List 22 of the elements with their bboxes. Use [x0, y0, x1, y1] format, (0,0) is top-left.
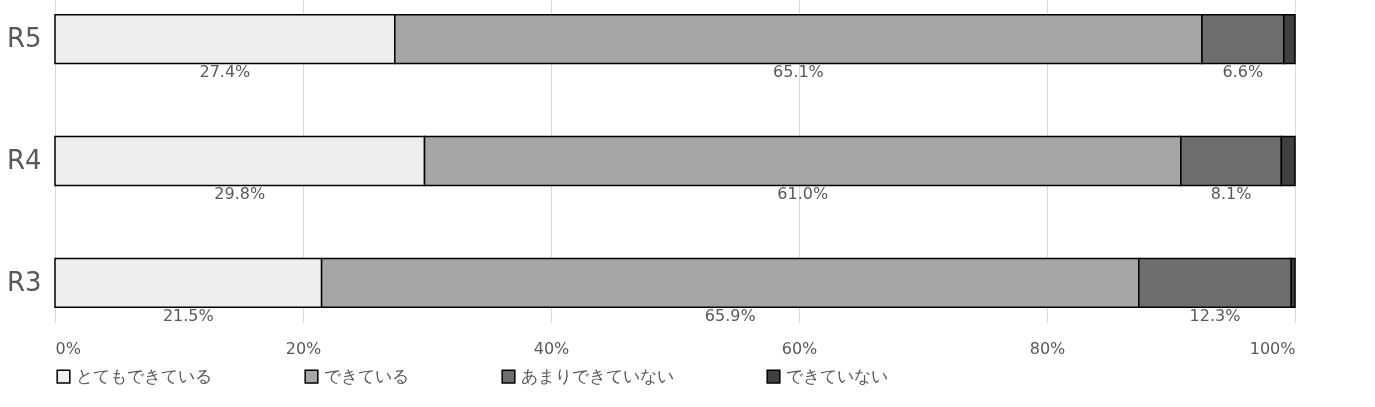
y-tick-label: R3 [6, 266, 42, 297]
x-tick-label: 40% [533, 338, 570, 358]
legend-label: とてもできている [76, 365, 212, 386]
legend-label: あまりできていない [521, 365, 674, 386]
x-tick-label: 60% [781, 338, 818, 358]
data-label: 61.0% [777, 184, 829, 203]
data-label: 6.6% [1222, 62, 1264, 82]
data-label: 65.1% [772, 62, 824, 82]
x-tick-label: 20% [285, 338, 322, 358]
data-label: 21.5% [162, 305, 214, 325]
data-label: 8.1% [1210, 184, 1252, 203]
x-tick-label: 100% [1249, 338, 1296, 358]
data-label: 27.4% [199, 62, 251, 82]
data-label: 65.9% [704, 305, 756, 325]
y-tick-label: R4 [6, 145, 42, 175]
x-tick-label: 80% [1029, 338, 1066, 358]
legend-label: できていない [786, 365, 888, 386]
x-tick-label: 0% [55, 338, 81, 358]
legend-label: できている [324, 365, 409, 386]
data-label: 12.3% [1189, 305, 1241, 325]
y-tick-label: R5 [6, 23, 42, 54]
data-label: 29.8% [214, 184, 266, 203]
